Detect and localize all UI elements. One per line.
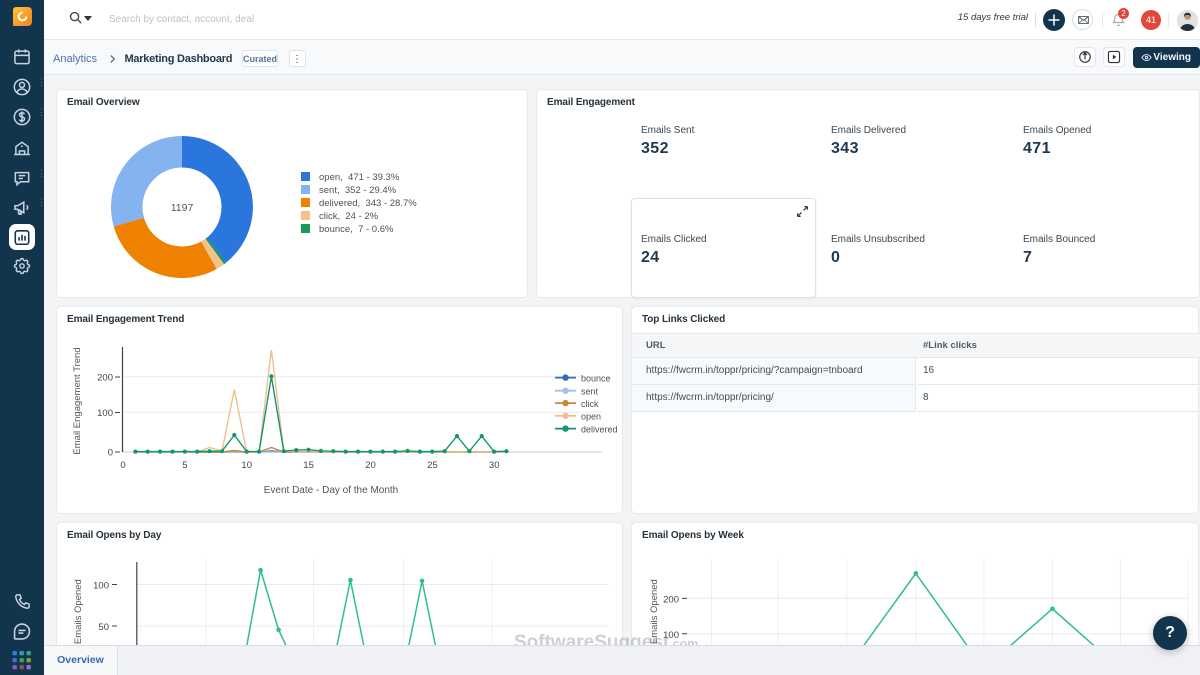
svg-text:delivered: delivered — [581, 425, 618, 435]
svg-text:15: 15 — [303, 460, 314, 471]
svg-text:open: open — [581, 412, 601, 422]
svg-text:10: 10 — [241, 460, 252, 471]
svg-text:1197: 1197 — [171, 202, 194, 214]
svg-text:30: 30 — [489, 460, 500, 471]
svg-text:25: 25 — [427, 460, 438, 471]
svg-text:0: 0 — [108, 448, 113, 459]
svg-text:200: 200 — [663, 594, 679, 605]
svg-text:bounce: bounce — [581, 374, 611, 384]
svg-text:50: 50 — [98, 622, 109, 633]
svg-text:Total Emails Opened: Total Emails Opened — [73, 579, 84, 667]
svg-text:200: 200 — [97, 373, 113, 384]
svg-text:Total Emails Opened: Total Emails Opened — [649, 579, 660, 667]
svg-text:100: 100 — [663, 630, 679, 641]
svg-text:Event Date - Day of the Month: Event Date - Day of the Month — [264, 485, 399, 496]
svg-text:0: 0 — [120, 460, 125, 471]
svg-text:click: click — [581, 399, 599, 409]
svg-text:100: 100 — [97, 408, 113, 419]
svg-text:Email Engagement Trend: Email Engagement Trend — [72, 347, 83, 454]
svg-text:5: 5 — [182, 460, 187, 471]
svg-text:sent: sent — [581, 387, 599, 397]
svg-text:100: 100 — [93, 581, 109, 592]
svg-text:20: 20 — [365, 460, 376, 471]
